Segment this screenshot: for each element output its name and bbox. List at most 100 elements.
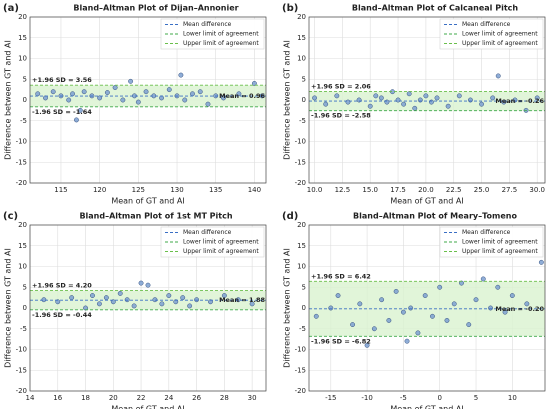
limit-label: +1.96 SD = 6.42 <box>311 272 371 280</box>
legend-label: Lower limit of agreement <box>462 239 538 246</box>
y-axis-label: Difference between GT and AI <box>4 248 13 368</box>
legend-box <box>160 226 265 258</box>
data-point <box>120 97 126 103</box>
x-tick-label: 27.5 <box>502 186 518 194</box>
data-point <box>55 299 61 305</box>
data-point <box>41 297 47 303</box>
data-point <box>131 303 137 309</box>
y-tick-label: -20 <box>295 387 306 395</box>
y-tick-label: 0 <box>23 96 27 104</box>
data-point <box>66 97 72 103</box>
x-tick-label: 17.5 <box>390 186 406 194</box>
data-point <box>406 91 412 97</box>
data-point <box>145 282 151 288</box>
data-point <box>509 293 515 298</box>
chart-title: Bland–Altman Plot of Meary–Tomeno <box>353 212 517 221</box>
data-point <box>323 101 329 107</box>
legend-label: Mean difference <box>183 229 232 236</box>
data-point <box>173 299 179 305</box>
x-tick-label: 0 <box>437 394 441 402</box>
data-point <box>429 313 435 319</box>
x-tick-label: 135 <box>209 186 222 194</box>
y-axis-label: Difference between GT and AI <box>283 248 292 368</box>
data-point <box>495 284 501 290</box>
data-point <box>434 95 440 101</box>
data-point <box>408 305 414 311</box>
data-point <box>488 305 493 311</box>
data-point <box>459 280 464 286</box>
data-point <box>178 72 184 78</box>
legend-label: Mean difference <box>462 229 511 236</box>
limit-label: +1.96 SD = 3.56 <box>32 76 92 84</box>
data-point <box>386 318 392 323</box>
data-point <box>422 293 428 298</box>
data-point <box>495 73 501 79</box>
x-tick-label: -5 <box>400 394 407 402</box>
data-point <box>467 97 473 103</box>
y-tick-label: -20 <box>295 179 306 187</box>
y-tick-label: 20 <box>18 13 27 21</box>
x-tick-label: 26 <box>192 394 201 402</box>
legend-box <box>160 18 265 50</box>
data-point <box>249 301 255 307</box>
y-tick-label: -20 <box>16 179 27 187</box>
legend-label: Lower limit of agreement <box>183 239 259 246</box>
data-point <box>152 297 158 303</box>
panel-label: (b) <box>282 3 298 14</box>
data-point <box>187 303 193 309</box>
data-point <box>445 103 451 109</box>
data-point <box>208 299 213 305</box>
x-tick-label: 12.5 <box>335 186 351 194</box>
x-tick-label: 20 <box>109 394 118 402</box>
legend-label: Lower limit of agreement <box>183 31 259 38</box>
data-point <box>180 295 186 301</box>
x-tick-label: 15.0 <box>362 186 378 194</box>
y-tick-label: 15 <box>297 34 306 42</box>
data-point <box>364 342 370 348</box>
y-tick-label: -15 <box>295 158 306 166</box>
y-tick-label: 20 <box>18 221 27 229</box>
data-point <box>77 107 83 113</box>
data-point <box>90 293 95 298</box>
data-point <box>182 97 188 103</box>
legend-label: Lower limit of agreement <box>462 31 538 38</box>
data-point <box>112 85 118 91</box>
y-tick-label: 15 <box>18 242 27 250</box>
data-point <box>110 299 116 305</box>
chart-title: Bland–Altman Plot of Calcaneal Pitch <box>352 4 518 13</box>
data-point <box>135 99 141 105</box>
y-tick-label: 10 <box>18 55 27 63</box>
limit-label: -1.96 SD = -6.82 <box>311 337 371 345</box>
data-point <box>404 338 410 344</box>
data-point <box>73 117 79 123</box>
x-tick-label: 130 <box>170 186 183 194</box>
x-axis-label: Mean of GT and AI <box>111 405 184 409</box>
y-tick-label: -5 <box>20 117 27 125</box>
limit-label: +1.96 SD = 2.06 <box>311 82 371 90</box>
legend-box <box>439 226 544 258</box>
y-tick-label: -5 <box>299 325 306 333</box>
data-point <box>384 99 390 105</box>
data-point <box>480 276 486 282</box>
x-tick-label: 115 <box>54 186 67 194</box>
x-tick-label: 120 <box>93 186 106 194</box>
x-tick-label: 18 <box>81 394 90 402</box>
y-tick-label: 20 <box>297 221 306 229</box>
data-point <box>412 105 418 111</box>
data-point <box>81 89 87 95</box>
data-point <box>373 93 379 99</box>
data-point <box>205 101 211 107</box>
data-point <box>379 297 385 303</box>
plot-frame <box>308 16 546 184</box>
data-point <box>534 95 540 101</box>
x-tick-label: 28 <box>220 394 229 402</box>
x-tick-label: 25.0 <box>474 186 490 194</box>
y-tick-label: 10 <box>297 55 306 63</box>
data-point <box>97 95 103 101</box>
data-point <box>473 297 479 303</box>
data-point <box>437 284 443 290</box>
data-point <box>395 97 401 103</box>
data-point <box>70 91 76 97</box>
data-point <box>103 295 109 301</box>
data-point <box>335 293 341 298</box>
